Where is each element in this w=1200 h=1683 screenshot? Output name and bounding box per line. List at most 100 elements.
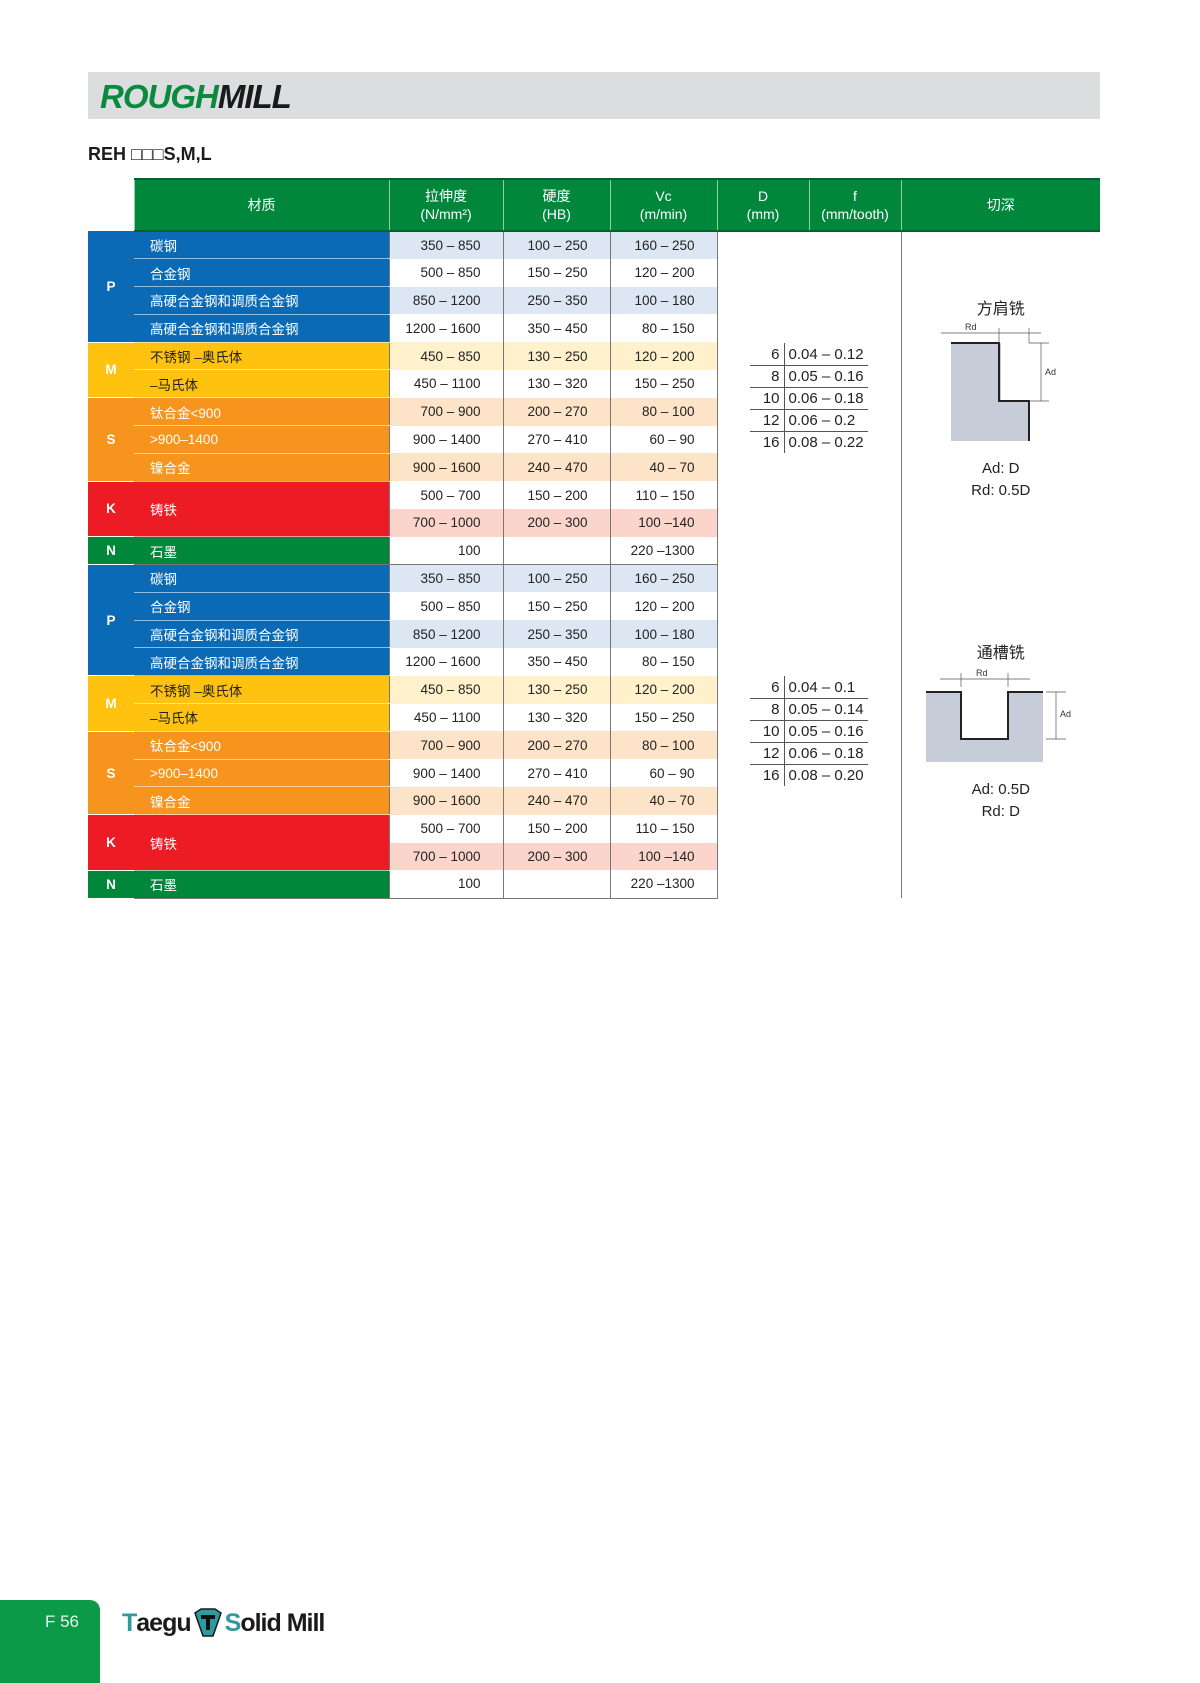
- iso-group-S: S: [88, 397, 134, 482]
- table-row: 镍合金 900 – 1600 240 – 470 40 – 70: [88, 786, 1100, 816]
- feed-table: 6 0.04 – 0.12 8 0.05 – 0.16 10 0.06 – 0.18 12 0…: [750, 343, 868, 454]
- depth-title: 方肩铣: [976, 300, 1025, 318]
- logo-text-rough: ROUGH: [100, 78, 219, 115]
- feed-value: 0.08 – 0.20: [788, 767, 864, 785]
- vc-cell: 120 – 200: [609, 342, 717, 370]
- diameter-value: 10: [750, 720, 785, 743]
- feed-value: 0.05 – 0.16: [784, 365, 868, 388]
- feed-cell: 6 0.04 – 0.1 8 0.05 – 0.14 10 0.05 – 0.16 12 0.…: [716, 564, 901, 899]
- hardness-cell: 100 – 250: [502, 231, 610, 259]
- vc-cell: 120 – 200: [609, 675, 717, 704]
- iso-group-N: N: [88, 870, 134, 899]
- table-row: K 铸铁 500 – 700 150 – 200 110 – 150: [88, 481, 1100, 538]
- material-cell: –马氏体: [134, 369, 389, 399]
- table-row: 高硬合金钢和调质合金钢 1200 – 1600 350 – 450 80 – 150: [88, 647, 1100, 677]
- vc-cell: 120 – 200: [609, 258, 717, 287]
- rd-label: Rd: [976, 668, 988, 678]
- table-row: –马氏体 450 – 1100 130 – 320 150 – 250: [88, 703, 1100, 732]
- tensile-cell: 1200 – 1600: [388, 314, 503, 343]
- tensile-cell: 500 – 850: [388, 258, 503, 287]
- hardness-cell: 150 – 200: [502, 814, 610, 843]
- hardness-cell: 350 – 450: [502, 647, 610, 676]
- table-row: >900–1400 900 – 1400 270 – 410 60 – 90: [88, 425, 1100, 454]
- vc-label: Vc: [655, 188, 672, 204]
- table-row: N 石墨 100 220 –1300: [88, 536, 1100, 566]
- material-cell: 高硬合金钢和调质合金钢: [134, 647, 389, 677]
- table-row: 700 – 1000 200 – 300 100 –140: [88, 508, 1100, 537]
- feed-value: 0.06 – 0.18: [784, 387, 868, 410]
- tensile-cell: 700 – 1000: [388, 508, 503, 537]
- vc-unit: (m/min): [639, 206, 688, 222]
- iso-group-P: P: [88, 564, 134, 677]
- hardness-cell: 150 – 200: [502, 481, 610, 509]
- tensile-cell: 700 – 1000: [388, 842, 503, 871]
- diameter-value: 10: [750, 387, 785, 410]
- material-cell: 石墨: [134, 870, 389, 899]
- vc-cell: 220 –1300: [609, 870, 717, 899]
- ad-value: Ad: 0.5D: [971, 781, 1030, 799]
- tensile-cell: 1200 – 1600: [388, 647, 503, 676]
- feed-value: 0.06 – 0.2: [784, 409, 868, 432]
- depth-cell: 方肩铣 Rd Ad Ad: D Rd: 0.5D: [900, 231, 1100, 565]
- rd-value: Rd: 0.5D: [971, 481, 1031, 499]
- tensile-cell: 700 – 900: [388, 731, 503, 760]
- material-cell: 不锈钢 –奥氏体: [134, 675, 389, 705]
- brand-text: aegu: [136, 1608, 191, 1637]
- vc-cell: 60 – 90: [609, 759, 717, 787]
- diameter-value: 12: [750, 742, 785, 765]
- hardness-cell: 130 – 320: [502, 703, 610, 732]
- table-row: >900–1400 900 – 1400 270 – 410 60 – 90: [88, 759, 1100, 788]
- feed-row: 6 0.04 – 0.1: [750, 676, 868, 699]
- feed-row: 10 0.05 – 0.16: [750, 720, 868, 743]
- hardness-cell: 100 – 250: [502, 564, 610, 593]
- hardness-cell: 250 – 350: [502, 620, 610, 648]
- vc-cell: 150 – 250: [609, 369, 717, 398]
- feed-row: 16 0.08 – 0.20: [750, 764, 868, 787]
- material-cell: >900–1400: [134, 425, 389, 454]
- material-cell: 碳钢: [134, 564, 389, 593]
- table-row: 700 – 1000 200 – 300 100 –140: [88, 842, 1100, 871]
- tensile-cell: 900 – 1600: [388, 786, 503, 815]
- table-row: 高硬合金钢和调质合金钢 850 – 1200 250 – 350 100 – 180: [88, 286, 1100, 315]
- tensile-cell: 450 – 1100: [388, 369, 503, 398]
- table-row: –马氏体 450 – 1100 130 – 320 150 – 250: [88, 369, 1100, 399]
- feed-value: 0.04 – 0.1: [784, 676, 868, 699]
- feed-row: 8 0.05 – 0.14: [750, 698, 868, 721]
- hardness-unit: (HB): [542, 206, 571, 222]
- hardness-cell: 130 – 250: [502, 675, 610, 704]
- header-vc: Vc (m/min): [609, 178, 717, 232]
- table-row: 高硬合金钢和调质合金钢 1200 – 1600 350 – 450 80 – 150: [88, 314, 1100, 343]
- tensile-cell: 900 – 1400: [388, 759, 503, 787]
- roughmill-logo: ROUGHMILL: [100, 78, 292, 116]
- table-row: M 不锈钢 –奥氏体 450 – 850 130 – 250 120 – 200: [88, 342, 1100, 399]
- page-number-tab: F 56: [0, 1600, 100, 1683]
- table-row: 合金钢 500 – 850 150 – 250 120 – 200: [88, 592, 1100, 621]
- hardness-cell: 200 – 300: [502, 842, 610, 871]
- feed-value: 0.05 – 0.14: [784, 698, 868, 721]
- taegu-emblem-icon: [193, 1608, 222, 1637]
- vc-cell: 110 – 150: [609, 481, 717, 509]
- vc-cell: 100 – 180: [609, 286, 717, 315]
- cutting-conditions-table: 材质 拉伸度 (N/mm²) 硬度 (HB) Vc (m/min) D (mm) f (m…: [88, 178, 1100, 899]
- brand-text: olid Mill: [240, 1608, 325, 1637]
- header-f: f (mm/tooth): [808, 178, 901, 232]
- header-depth: 切深: [900, 178, 1100, 232]
- material-cell: 镍合金: [134, 786, 389, 816]
- material-cell: 合金钢: [134, 258, 389, 288]
- logo-text-mill: MILL: [217, 78, 292, 115]
- tensile-cell: 350 – 850: [388, 564, 503, 593]
- vc-cell: 80 – 150: [609, 647, 717, 676]
- table-row: K 铸铁 500 – 700 150 – 200 110 – 150: [88, 814, 1100, 871]
- depth-values: Ad: 0.5D Rd: D: [902, 779, 1101, 823]
- tensile-cell: 450 – 850: [388, 342, 503, 370]
- feed-row: 16 0.08 – 0.22: [750, 431, 868, 454]
- feed-row: 8 0.05 – 0.16: [750, 365, 868, 388]
- vc-cell: 40 – 70: [609, 786, 717, 815]
- vc-cell: 100 –140: [609, 508, 717, 537]
- table-row: M 不锈钢 –奥氏体 450 – 850 130 – 250 120 – 200: [88, 675, 1100, 732]
- f-unit: (mm/tooth): [821, 206, 889, 222]
- tensile-cell: 900 – 1600: [388, 453, 503, 482]
- vc-cell: 220 –1300: [609, 536, 717, 566]
- ad-value: Ad: D: [981, 459, 1020, 477]
